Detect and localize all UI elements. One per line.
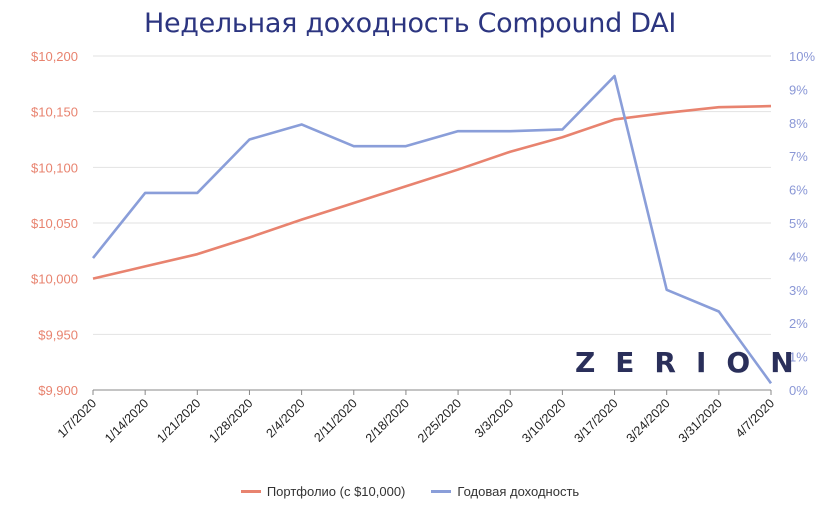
x-axis-tick-label: 2/11/2020 (311, 396, 360, 445)
chart-title: Недельная доходность Compound DAI (143, 8, 677, 39)
x-axis-tick-label: 1/21/2020 (154, 396, 203, 445)
x-axis-tick-label: 1/7/2020 (55, 396, 99, 440)
legend-swatch-portfolio (240, 490, 261, 493)
right-y-axis-labels: 10% 9% 8% 7% 6% 5% 4% 3% 2% 1% 0% (789, 49, 815, 398)
x-axis-tick-label: 4/7/2020 (733, 396, 777, 440)
legend-item-yield[interactable]: Годовая доходность (431, 484, 579, 499)
x-axis: 1/7/2020 1/14/2020 1/21/2020 1/28/2020 2/4/2… (55, 389, 777, 445)
right-axis-tick-label: 0% (789, 383, 808, 398)
left-axis-tick-label: $9,950 (38, 327, 78, 342)
x-axis-tick-label: 3/17/2020 (571, 396, 620, 445)
right-axis-tick-label: 9% (789, 82, 808, 97)
right-axis-tick-label: 7% (789, 149, 808, 164)
legend-swatch-yield (431, 490, 452, 493)
x-axis-tick-label: 2/25/2020 (415, 396, 464, 445)
portfolio-line (92, 104, 772, 280)
left-axis-tick-label: $10,100 (31, 160, 78, 175)
right-axis-tick-label: 3% (789, 283, 808, 298)
x-axis-tick-label: 2/4/2020 (263, 396, 307, 440)
right-axis-tick-label: 6% (789, 183, 808, 198)
right-axis-tick-label: 10% (789, 49, 815, 64)
x-axis-tick-label: 3/31/2020 (676, 396, 725, 445)
left-y-axis-labels: $10,200 $10,150 $10,100 $10,050 $10,000 $9,95… (31, 49, 78, 398)
left-axis-tick-label: $9,900 (38, 383, 78, 398)
left-axis-tick-label: $10,200 (31, 49, 78, 64)
right-axis-tick-label: 5% (789, 216, 808, 231)
yield-line (91, 74, 773, 385)
x-axis-tick-label: 3/10/2020 (519, 396, 568, 445)
x-axis-tick-label: 2/18/2020 (363, 396, 412, 445)
x-axis-tick-label: 3/24/2020 (624, 396, 673, 445)
legend: Портфолио (с $10,000) Годовая доходность (0, 484, 820, 499)
right-axis-tick-label: 4% (789, 249, 808, 264)
right-axis-tick-label: 8% (789, 116, 808, 131)
right-axis-tick-label: 2% (789, 316, 808, 331)
legend-item-portfolio[interactable]: Портфолио (с $10,000) (240, 484, 406, 499)
zerion-logo: ZERION (575, 346, 814, 379)
left-axis-tick-label: $10,000 (31, 272, 78, 287)
legend-label-yield: Годовая доходность (457, 484, 580, 499)
x-axis-tick-label: 1/14/2020 (102, 396, 151, 445)
left-axis-tick-label: $10,050 (31, 216, 78, 231)
gridlines (93, 55, 771, 335)
x-axis-tick-label: 1/28/2020 (206, 396, 255, 445)
legend-label-portfolio: Портфолио (с $10,000) (266, 484, 406, 499)
x-axis-tick-label: 3/3/2020 (472, 396, 516, 440)
right-axis-tick-label: 1% (789, 350, 808, 365)
left-axis-tick-label: $10,150 (31, 105, 78, 120)
